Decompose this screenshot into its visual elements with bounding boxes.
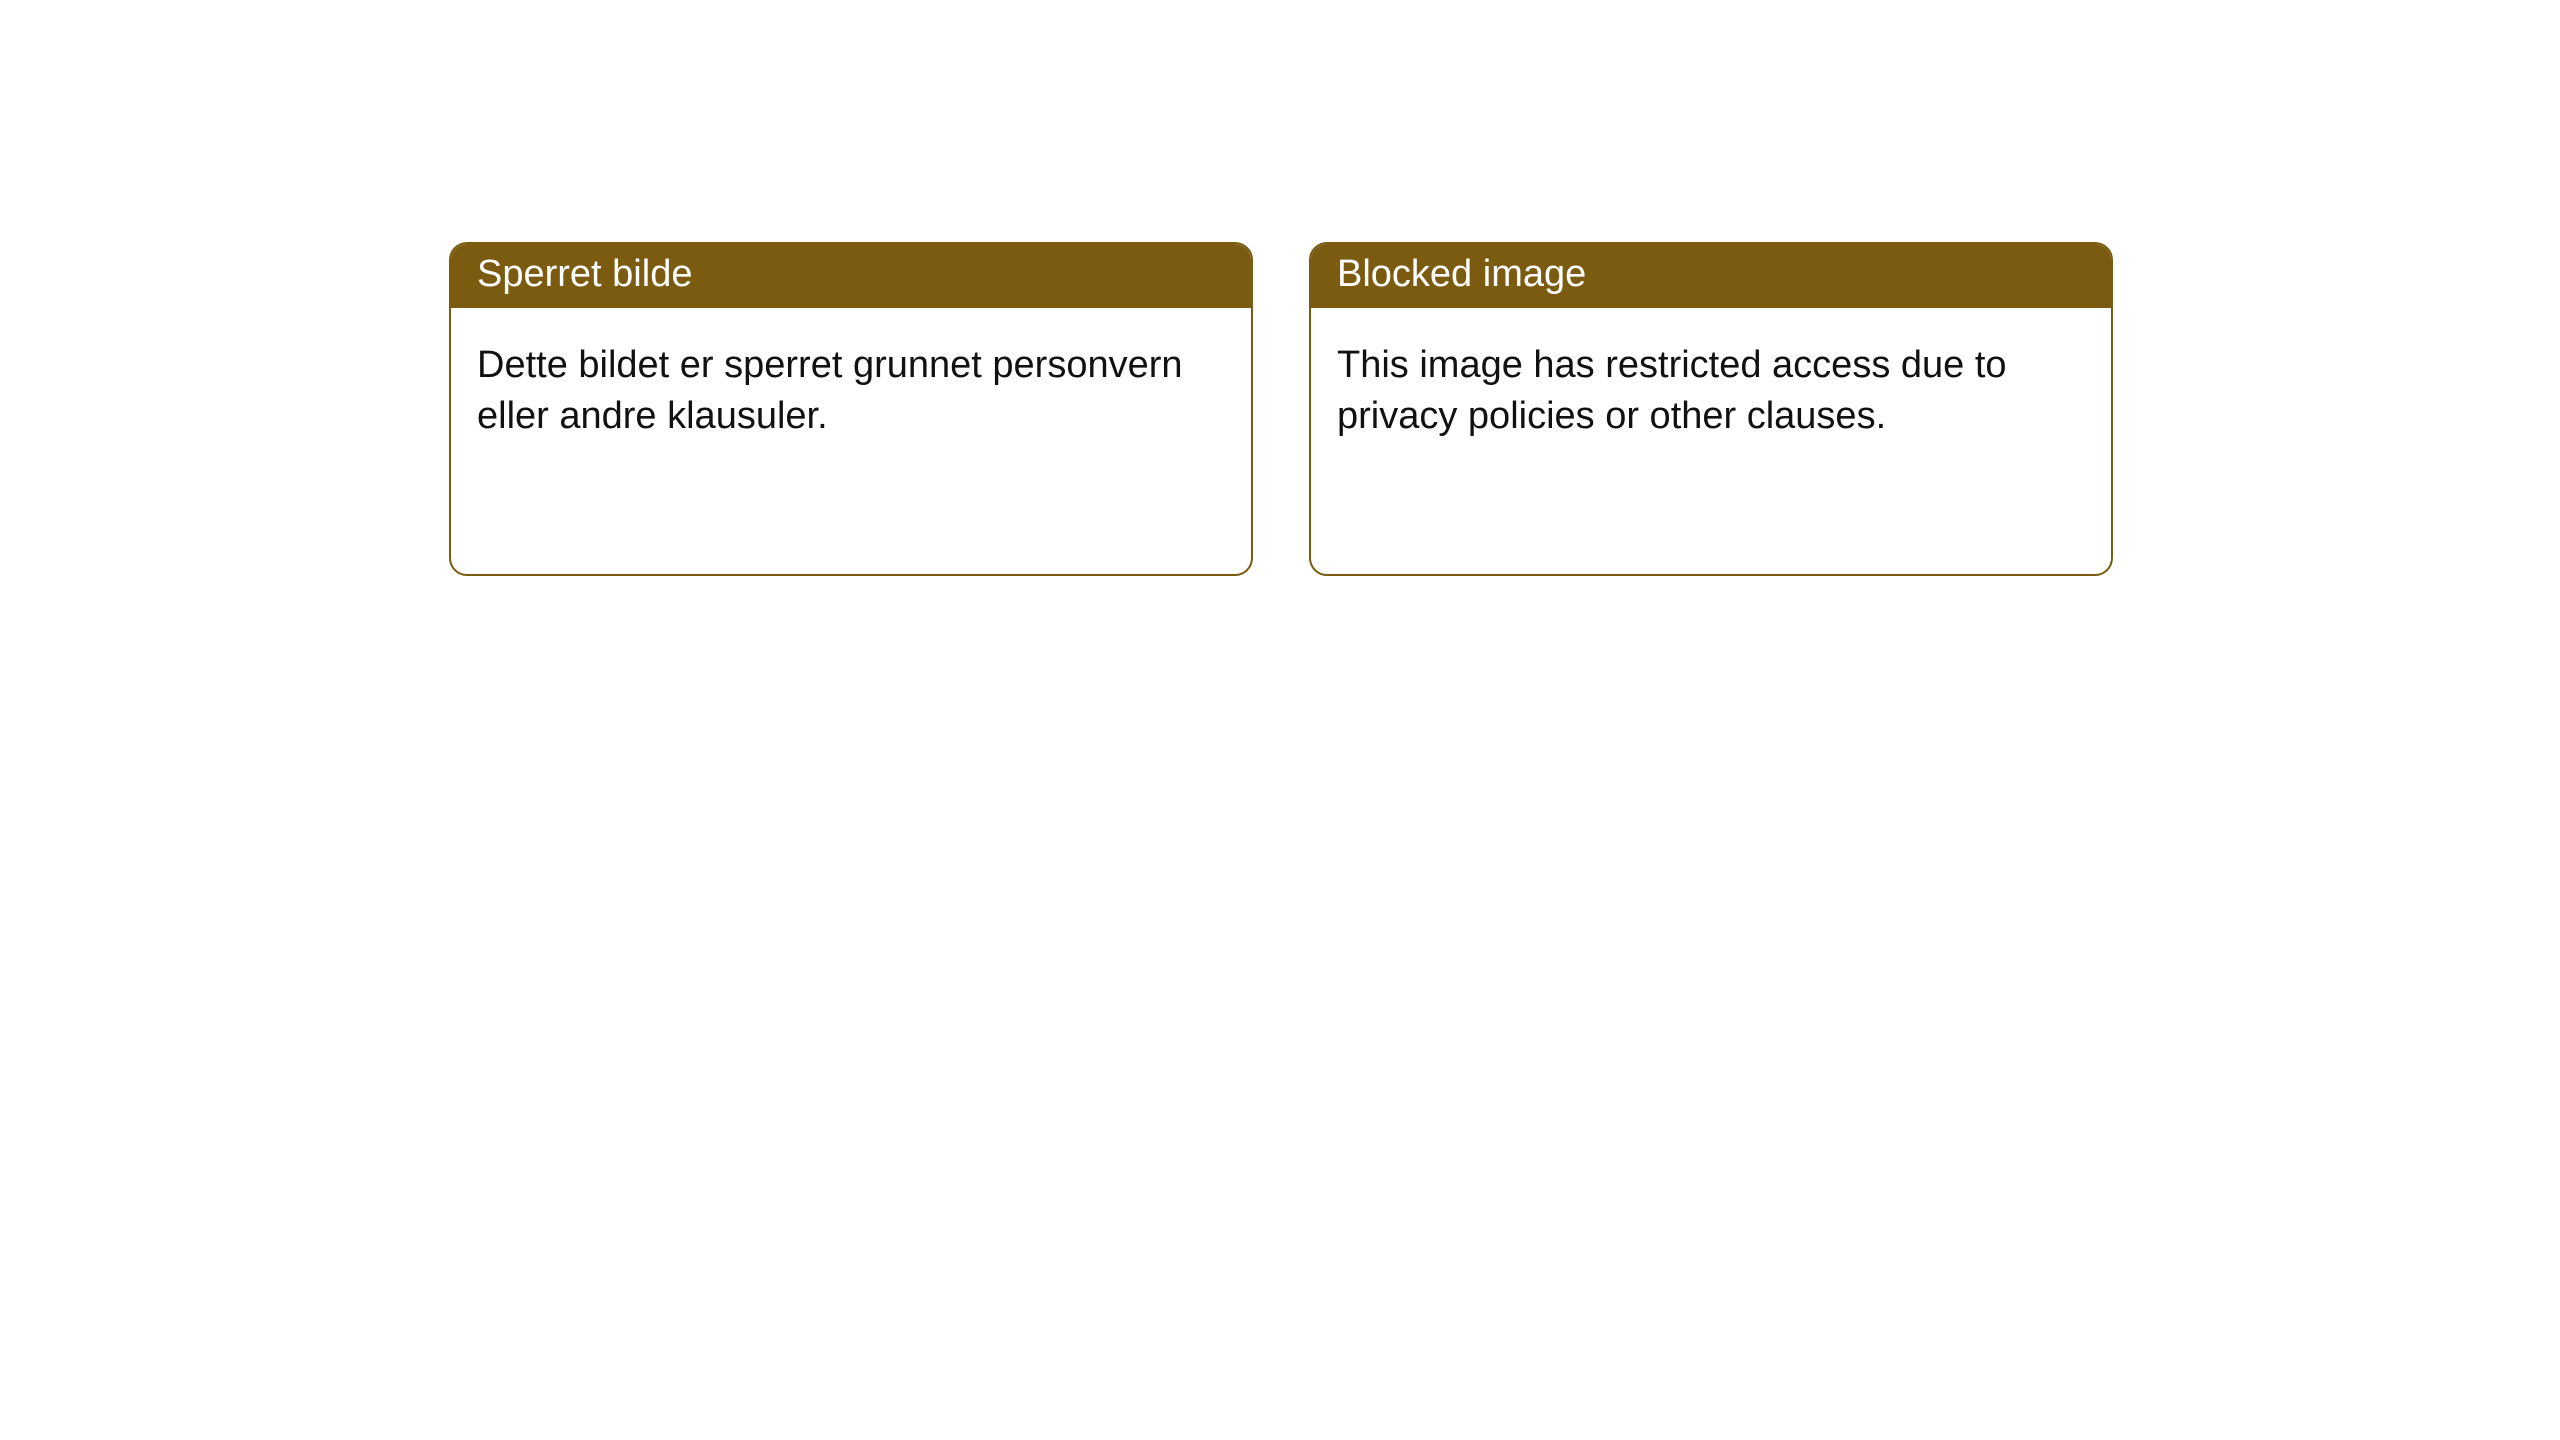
card-title: Sperret bilde — [477, 253, 692, 295]
notice-container: Sperret bilde Dette bildet er sperret gr… — [0, 0, 2560, 576]
blocked-image-card-norwegian: Sperret bilde Dette bildet er sperret gr… — [449, 242, 1253, 576]
card-body-english: This image has restricted access due to … — [1311, 308, 2111, 475]
card-header-norwegian: Sperret bilde — [451, 244, 1251, 308]
blocked-image-card-english: Blocked image This image has restricted … — [1309, 242, 2113, 576]
card-body-text: This image has restricted access due to … — [1337, 344, 2007, 437]
card-body-text: Dette bildet er sperret grunnet personve… — [477, 344, 1183, 437]
card-title: Blocked image — [1337, 253, 1586, 295]
card-body-norwegian: Dette bildet er sperret grunnet personve… — [451, 308, 1251, 475]
card-header-english: Blocked image — [1311, 244, 2111, 308]
